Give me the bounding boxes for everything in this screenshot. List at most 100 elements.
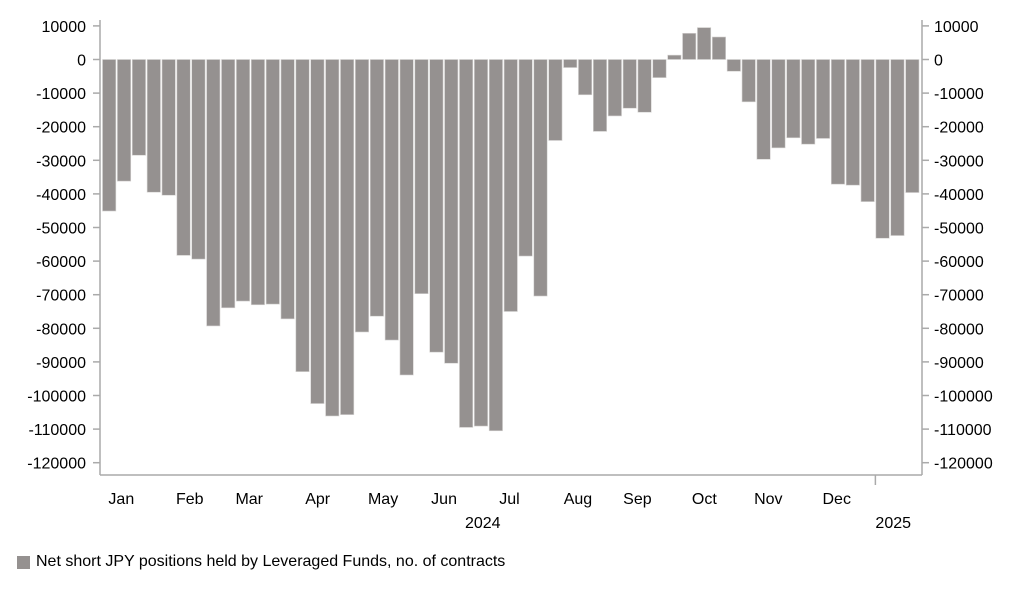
bar xyxy=(771,59,786,149)
month-label: Mar xyxy=(235,491,263,508)
left-tick-label: -60000 xyxy=(36,254,86,271)
left-tick-label: -70000 xyxy=(36,288,86,305)
bar xyxy=(117,59,132,182)
bar xyxy=(622,59,637,109)
bar xyxy=(607,59,622,117)
bar xyxy=(563,59,578,68)
bar xyxy=(652,59,667,78)
left-tick-label: -120000 xyxy=(27,456,86,473)
month-label: Jun xyxy=(431,491,457,508)
right-tick-label: -60000 xyxy=(934,254,984,271)
left-tick-label: -50000 xyxy=(36,221,86,238)
bar xyxy=(414,59,429,294)
bar xyxy=(533,59,548,297)
left-tick-label: -100000 xyxy=(27,389,86,406)
bar xyxy=(429,59,444,353)
right-tick-label: -20000 xyxy=(934,120,984,137)
bar xyxy=(236,59,251,302)
right-tick-label: -70000 xyxy=(934,288,984,305)
right-tick-label: -30000 xyxy=(934,153,984,170)
month-label: Dec xyxy=(822,491,850,508)
bar xyxy=(711,36,726,60)
left-tick-label: 0 xyxy=(77,53,86,70)
bar xyxy=(474,59,488,427)
bar xyxy=(578,59,593,96)
bar xyxy=(830,59,845,185)
bar xyxy=(355,59,370,333)
month-label: Sep xyxy=(623,491,652,508)
bar xyxy=(801,59,816,145)
bar xyxy=(206,59,221,327)
bar xyxy=(191,59,206,260)
legend-label: Net short JPY positions held by Leverage… xyxy=(36,553,506,570)
bar xyxy=(221,59,236,309)
bar xyxy=(741,59,756,103)
right-tick-label: -100000 xyxy=(934,389,993,406)
bar xyxy=(310,59,325,404)
bar xyxy=(697,27,712,60)
bar xyxy=(102,59,117,212)
left-tick-label: -110000 xyxy=(28,422,86,439)
right-tick-label: -50000 xyxy=(934,221,984,238)
left-tick-label: -90000 xyxy=(36,355,86,372)
right-tick-label: -120000 xyxy=(934,456,993,473)
left-tick-label: -20000 xyxy=(36,120,86,137)
bar xyxy=(325,59,340,417)
bar xyxy=(369,59,384,317)
left-tick-label: -10000 xyxy=(36,86,86,103)
month-label: Nov xyxy=(754,491,782,508)
bar xyxy=(503,59,518,312)
bar xyxy=(592,59,607,132)
bar-chart: 10000 10000 0 0 -10000 -10000 -20000 -20000 -300… xyxy=(27,19,993,532)
bar xyxy=(340,59,355,415)
bar xyxy=(726,59,741,72)
bar xyxy=(875,59,890,239)
right-tick-label: -110000 xyxy=(934,422,992,439)
bar xyxy=(845,59,860,186)
right-tick-label: 10000 xyxy=(934,19,979,36)
bar xyxy=(459,59,474,428)
bar xyxy=(548,59,563,141)
left-tick-label: -30000 xyxy=(36,153,86,170)
right-tick-label: -90000 xyxy=(934,355,984,372)
month-label: Feb xyxy=(176,491,204,508)
bar xyxy=(756,59,771,160)
bar xyxy=(518,59,533,257)
bar xyxy=(488,59,503,432)
bar xyxy=(146,59,161,193)
bar xyxy=(816,59,831,139)
left-tick-label: -80000 xyxy=(36,321,86,338)
right-tick-label: -10000 xyxy=(934,86,984,103)
month-label: Jan xyxy=(108,491,134,508)
right-tick-label: -80000 xyxy=(934,321,984,338)
bar xyxy=(295,59,310,372)
legend: Net short JPY positions held by Leverage… xyxy=(17,553,505,571)
legend-swatch xyxy=(17,555,30,569)
bar xyxy=(161,59,176,196)
bar xyxy=(786,59,801,139)
year-label: 2024 xyxy=(465,515,501,532)
bar xyxy=(250,59,265,306)
bar xyxy=(399,59,414,376)
bar xyxy=(860,59,875,202)
bar xyxy=(905,59,920,193)
bar xyxy=(131,59,146,156)
month-label: Jul xyxy=(499,491,519,508)
bar xyxy=(384,59,399,341)
bar xyxy=(637,59,652,113)
bar xyxy=(280,59,295,320)
bar xyxy=(176,59,191,256)
right-tick-label: 0 xyxy=(934,53,943,70)
bar xyxy=(667,54,682,60)
year-label: 2025 xyxy=(875,515,911,532)
bar xyxy=(265,59,280,305)
month-label: Aug xyxy=(564,491,592,508)
month-label: Oct xyxy=(692,491,717,508)
month-label: Apr xyxy=(305,491,331,508)
left-tick-label: 10000 xyxy=(42,19,87,36)
right-tick-label: -40000 xyxy=(934,187,984,204)
bar xyxy=(444,59,459,364)
bar xyxy=(890,59,905,236)
month-label: May xyxy=(368,491,398,508)
bar xyxy=(682,32,697,60)
